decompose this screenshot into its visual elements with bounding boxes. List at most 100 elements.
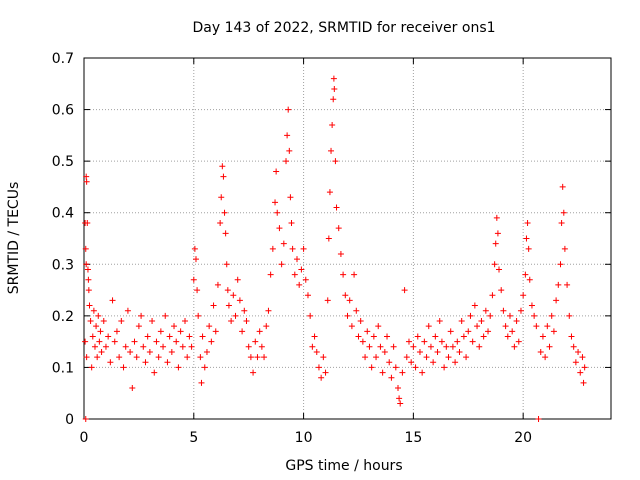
data-point <box>320 354 327 361</box>
data-point <box>82 245 89 252</box>
data-point <box>135 323 142 330</box>
data-point <box>274 209 281 216</box>
data-point <box>247 354 254 361</box>
data-point <box>493 214 500 221</box>
data-point <box>304 292 311 299</box>
data-point <box>465 328 472 335</box>
data-point <box>228 318 235 325</box>
data-point <box>558 220 565 227</box>
data-point <box>224 287 231 294</box>
data-point <box>203 348 210 355</box>
data-point <box>331 85 338 92</box>
data-point <box>182 318 189 325</box>
x-tick-label: 20 <box>514 430 532 446</box>
data-point <box>580 379 587 386</box>
data-point <box>476 343 483 350</box>
data-point <box>478 318 485 325</box>
grid-lines <box>84 58 611 419</box>
data-point <box>401 287 408 294</box>
data-point <box>322 369 329 376</box>
data-point <box>351 271 358 278</box>
data-point <box>390 343 397 350</box>
data-point <box>102 343 109 350</box>
data-point <box>164 359 171 366</box>
data-point <box>469 338 476 345</box>
data-point <box>280 240 287 247</box>
data-point <box>550 328 557 335</box>
data-point <box>572 359 579 366</box>
data-point <box>337 250 344 257</box>
data-point <box>498 287 505 294</box>
data-point <box>471 302 478 309</box>
data-point <box>155 354 162 361</box>
data-point <box>218 194 225 201</box>
data-point <box>379 369 386 376</box>
data-point <box>105 333 112 340</box>
data-point <box>405 338 412 345</box>
data-point <box>491 261 498 268</box>
data-point <box>100 318 107 325</box>
y-tick-label: 0.2 <box>52 309 74 325</box>
data-point <box>329 122 336 129</box>
data-point <box>93 323 100 330</box>
y-tick-label: 0.1 <box>52 360 74 376</box>
data-point <box>416 348 423 355</box>
data-point <box>212 328 219 335</box>
data-point <box>386 359 393 366</box>
data-point <box>408 359 415 366</box>
data-point <box>116 354 123 361</box>
data-point <box>184 354 191 361</box>
data-point <box>575 348 582 355</box>
data-point <box>142 359 149 366</box>
data-point <box>296 281 303 288</box>
data-point <box>199 333 206 340</box>
data-point <box>548 312 555 319</box>
data-point <box>85 287 92 294</box>
data-point <box>368 364 375 371</box>
x-tick-label: 15 <box>404 430 422 446</box>
data-point <box>166 333 173 340</box>
chart-title: Day 143 of 2022, SRMTID for receiver ons… <box>192 20 495 36</box>
data-point <box>250 369 257 376</box>
data-point <box>515 338 522 345</box>
x-tick-label: 0 <box>80 430 89 446</box>
data-point <box>84 220 91 227</box>
data-point <box>526 276 533 283</box>
data-point <box>82 338 89 345</box>
data-point <box>396 395 403 402</box>
data-point <box>414 333 421 340</box>
data-point <box>239 328 246 335</box>
data-point <box>460 333 467 340</box>
data-point <box>330 75 337 82</box>
data-point <box>127 348 134 355</box>
data-point <box>276 225 283 232</box>
data-point <box>254 354 261 361</box>
data-point <box>267 271 274 278</box>
data-point <box>542 354 549 361</box>
data-point <box>340 271 347 278</box>
data-point <box>219 163 226 170</box>
data-point <box>206 323 213 330</box>
data-point <box>335 225 342 232</box>
data-point <box>131 338 138 345</box>
data-point <box>373 354 380 361</box>
data-point <box>504 333 511 340</box>
data-point <box>124 307 131 314</box>
data-point <box>509 328 516 335</box>
data-point <box>412 364 419 371</box>
data-point <box>107 359 114 366</box>
data-point <box>313 348 320 355</box>
data-point <box>370 333 377 340</box>
data-point <box>230 292 237 299</box>
data-point <box>197 354 204 361</box>
data-point <box>388 374 395 381</box>
data-point <box>494 230 501 237</box>
data-point <box>91 343 98 350</box>
data-point <box>353 307 360 314</box>
data-point <box>399 369 406 376</box>
data-point <box>449 343 456 350</box>
data-point <box>160 343 167 350</box>
data-point <box>362 354 369 361</box>
data-point <box>241 307 248 314</box>
data-point <box>243 318 250 325</box>
